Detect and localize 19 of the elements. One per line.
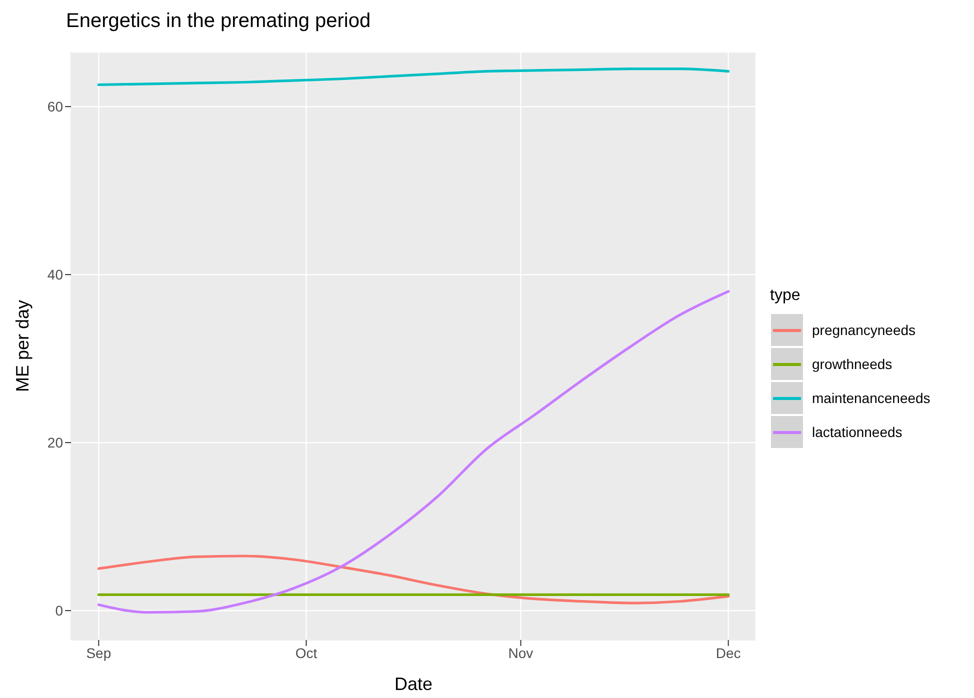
y-axis-title: ME per day bbox=[12, 300, 32, 392]
legend-label: pregnancyneeds bbox=[812, 322, 916, 338]
y-tick-label: 40 bbox=[47, 266, 64, 283]
x-tick-label: Oct bbox=[295, 644, 318, 661]
y-tick-label: 60 bbox=[47, 98, 64, 115]
x-tick-label: Dec bbox=[716, 644, 741, 661]
legend-label: maintenanceneeds bbox=[812, 390, 930, 406]
x-tick-label: Nov bbox=[508, 644, 534, 661]
legend-title: type bbox=[770, 287, 802, 305]
line-series bbox=[97, 68, 730, 86]
y-tick-label: 20 bbox=[47, 434, 64, 451]
legend-label: growthneeds bbox=[812, 356, 892, 372]
x-tick-label: Sep bbox=[86, 644, 112, 661]
chart-title: Energetics in the premating period bbox=[65, 9, 372, 34]
x-axis-title: Date bbox=[394, 674, 433, 694]
line-series bbox=[97, 290, 730, 614]
legend-label: lactationneeds bbox=[812, 424, 902, 440]
line-series bbox=[97, 554, 730, 604]
y-tick-label: 0 bbox=[55, 602, 64, 619]
